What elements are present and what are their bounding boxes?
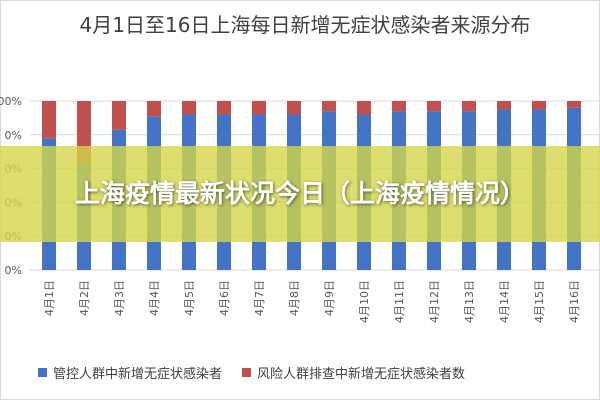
bar-segment-risk [532,101,546,110]
x-tick-label: 4月1日 [43,280,56,316]
legend-label-managed: 管控人群中新增无症状感染者 [53,366,223,382]
x-tick-label: 4月3日 [113,280,126,316]
bar-segment-risk [112,101,126,130]
y-tick-label: 0% [5,129,22,142]
x-tick-label: 4月8日 [288,280,301,316]
x-tick-label: 4月11日 [393,280,406,323]
x-tick-label: 4月14日 [498,280,511,323]
x-tick-label: 4月10日 [358,280,371,323]
legend-item-managed: 管控人群中新增无症状感染者 [38,363,222,382]
bar-segment-risk [217,101,231,115]
bar-segment-risk [42,101,56,139]
chart-title: 4月1日至16日上海每日新增无症状感染者来源分布 [79,13,531,37]
bar-segment-risk [252,101,266,115]
x-tick-label: 4月12日 [428,280,441,323]
y-tick-label: 0% [5,264,22,277]
legend-swatch-risk [242,367,252,377]
bar-segment-risk [287,101,301,115]
x-tick-label: 4月13日 [463,280,476,323]
bar-segment-risk [497,101,511,110]
x-tick-label: 4月7日 [253,280,266,316]
legend-swatch-managed [38,367,47,377]
y-tick-label: 00% [0,95,22,108]
x-tick-label: 4月6日 [218,280,231,316]
bar-segment-risk [427,101,441,112]
bar-segment-risk [567,101,581,108]
x-tick-label: 4月9日 [323,280,336,316]
bar-segment-risk [182,101,196,115]
bar-segment-risk [462,101,476,112]
headline-banner: 上海疫情最新状况今日（上海疫情情况） [0,146,600,242]
headline-banner-text: 上海疫情最新状况今日（上海疫情情况） [74,179,525,208]
legend-label-risk: 风险人群排查中新增无症状感染者数 [257,366,466,382]
bar-segment-risk [322,101,336,112]
x-tick-label: 4月2日 [78,280,91,316]
x-tick-label: 4月16日 [568,280,581,323]
chart-legend: 管控人群中新增无症状感染者 风险人群排查中新增无症状感染者数 [38,362,598,382]
bar-segment-risk [357,101,371,115]
legend-item-risk: 风险人群排查中新增无症状感染者数 [242,363,465,382]
x-tick-label: 4月4日 [148,280,161,316]
x-tick-label: 4月5日 [183,280,196,316]
bar-segment-risk [147,101,161,117]
x-tick-label: 4月15日 [533,280,546,323]
bar-segment-risk [392,101,406,112]
